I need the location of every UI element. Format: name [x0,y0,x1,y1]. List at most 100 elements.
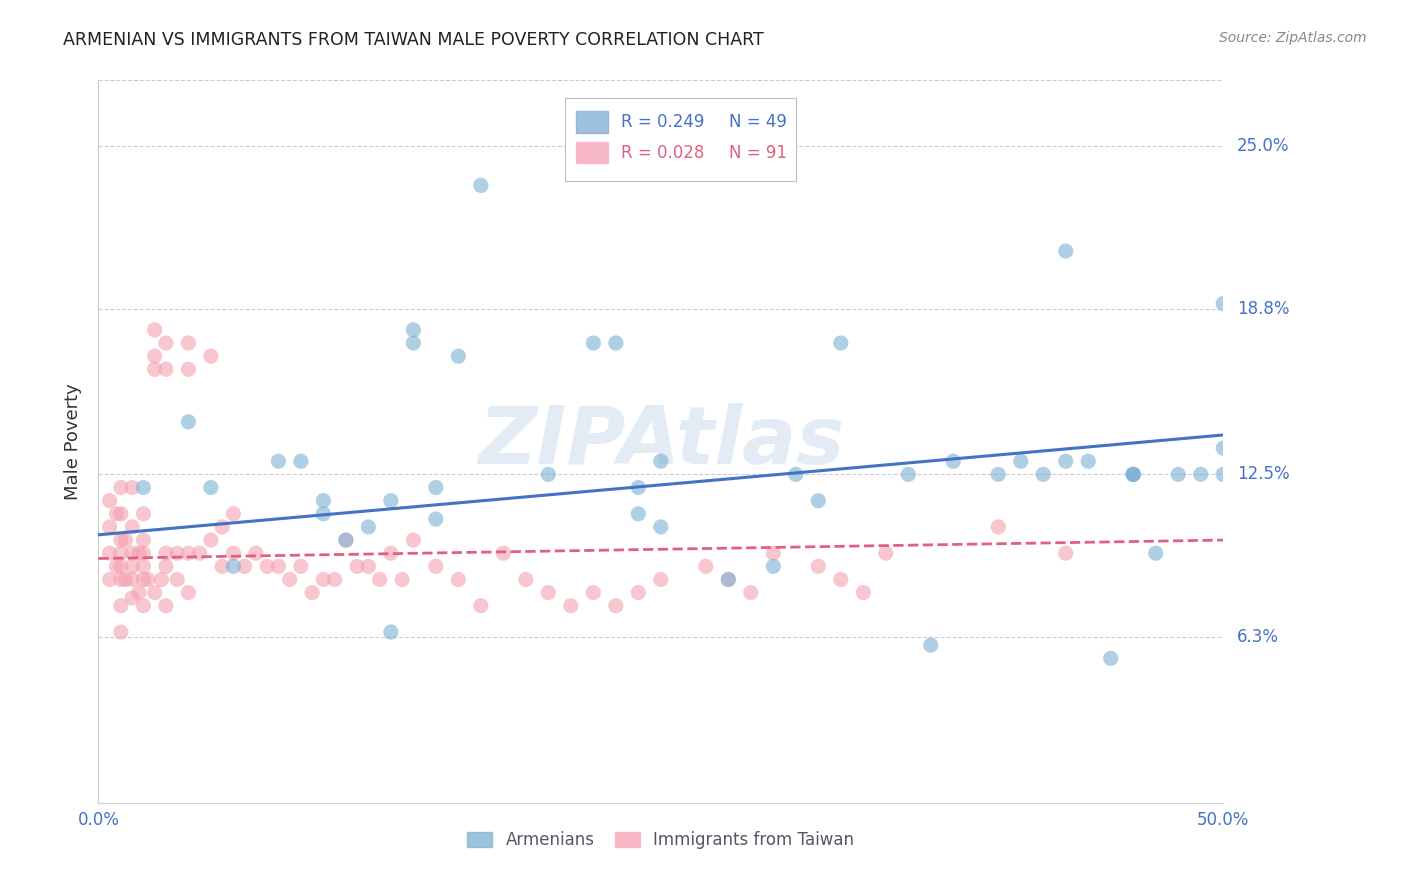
Point [717,573,740,587]
Point [717,573,740,587]
Point [98,546,121,560]
Point [627,585,650,599]
Point [110,559,132,574]
Point [136,573,159,587]
Point [312,573,335,587]
Point [121,559,143,574]
Point [114,573,136,587]
Point [110,573,132,587]
Point [278,573,301,587]
Point [650,573,672,587]
Point [1054,546,1077,560]
Point [492,546,515,560]
Point [155,559,177,574]
Point [121,546,143,560]
Point [582,336,605,351]
Point [143,362,166,376]
Point [368,573,391,587]
Point [290,454,312,468]
Point [155,362,177,376]
Point [1212,296,1234,310]
Point [200,533,222,547]
Point [233,559,256,574]
Point [627,507,650,521]
Point [1122,467,1144,482]
Point [785,467,807,482]
Point [987,467,1010,482]
Point [301,585,323,599]
Point [830,573,852,587]
Point [335,533,357,547]
Point [695,559,717,574]
Point [470,178,492,193]
Point [245,546,267,560]
Point [98,493,121,508]
Point [852,585,875,599]
Point [132,599,155,613]
Point [627,481,650,495]
Point [177,585,200,599]
Point [425,481,447,495]
Point [1010,454,1032,468]
Point [807,493,830,508]
Point [447,573,470,587]
Legend: Armenians, Immigrants from Taiwan: Armenians, Immigrants from Taiwan [461,824,860,856]
Point [830,336,852,351]
Point [155,336,177,351]
Point [605,336,627,351]
Point [312,493,335,508]
Point [380,546,402,560]
FancyBboxPatch shape [565,98,796,181]
Point [515,573,537,587]
Point [200,481,222,495]
Point [177,546,200,560]
Point [132,507,155,521]
FancyBboxPatch shape [576,142,607,163]
Text: ARMENIAN VS IMMIGRANTS FROM TAIWAN MALE POVERTY CORRELATION CHART: ARMENIAN VS IMMIGRANTS FROM TAIWAN MALE … [63,31,763,49]
Point [402,323,425,337]
Point [222,507,245,521]
Point [447,349,470,363]
Point [1054,244,1077,258]
Point [537,585,560,599]
Text: 25.0%: 25.0% [1237,137,1289,155]
Point [121,591,143,605]
Point [166,573,188,587]
Point [110,546,132,560]
Point [150,573,173,587]
Point [155,546,177,560]
Point [402,533,425,547]
Point [425,512,447,526]
Point [121,520,143,534]
Point [132,559,155,574]
Point [762,546,785,560]
Point [942,454,965,468]
Point [1212,441,1234,455]
Text: 12.5%: 12.5% [1237,466,1289,483]
Point [402,336,425,351]
Point [132,546,155,560]
Point [357,520,380,534]
Point [110,533,132,547]
Text: Source: ZipAtlas.com: Source: ZipAtlas.com [1219,31,1367,45]
Point [222,559,245,574]
Point [121,573,143,587]
Point [211,559,233,574]
Point [357,559,380,574]
Point [1099,651,1122,665]
Text: N = 49: N = 49 [730,113,787,131]
Point [1189,467,1212,482]
Point [650,454,672,468]
Point [346,559,368,574]
Point [1032,467,1054,482]
Point [560,599,582,613]
Point [807,559,830,574]
Point [267,454,290,468]
Y-axis label: Male Poverty: Male Poverty [63,384,82,500]
Point [110,625,132,640]
Point [1144,546,1167,560]
Point [98,573,121,587]
Point [177,336,200,351]
Text: N = 91: N = 91 [730,144,787,161]
Point [425,559,447,574]
